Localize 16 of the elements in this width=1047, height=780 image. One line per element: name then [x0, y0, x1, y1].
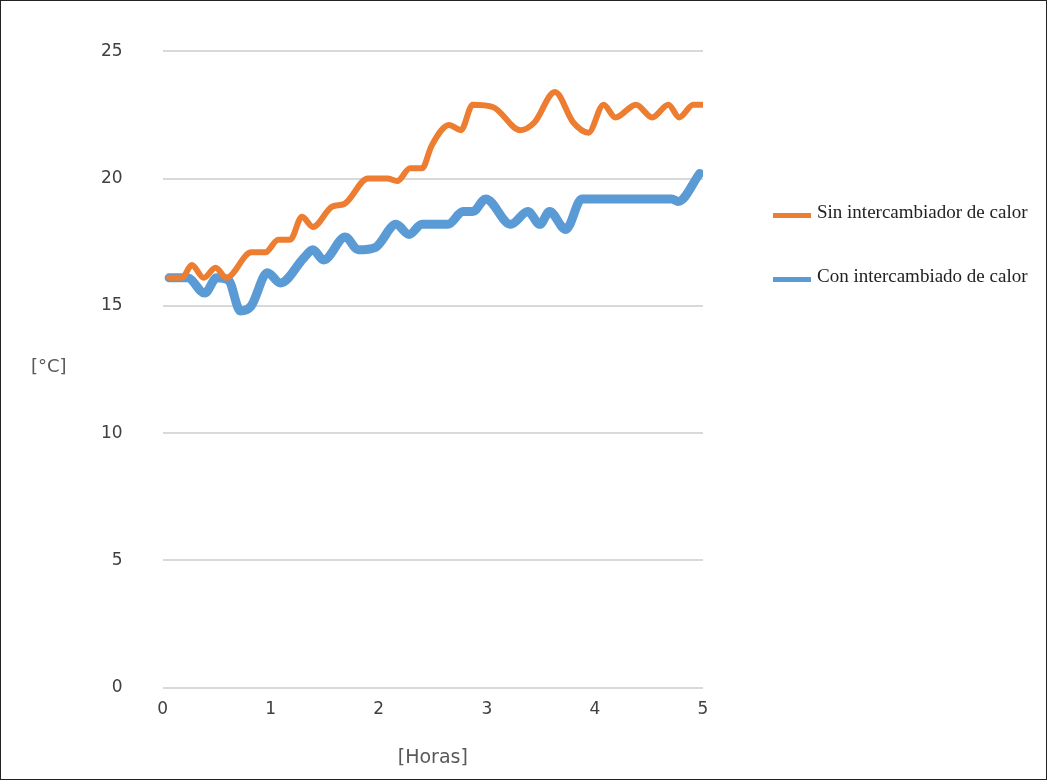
legend-label: Sin intercambiador de calor	[817, 201, 1028, 223]
x-tick-label: 4	[589, 698, 601, 719]
x-tick-label: 5	[697, 698, 709, 719]
y-axis-title: [°C]	[31, 355, 67, 376]
legend-label: Con intercambiado de calor	[817, 265, 1028, 287]
x-tick-label: 1	[265, 698, 277, 719]
x-tick-label: 0	[157, 698, 169, 719]
y-tick-label: 10	[100, 421, 123, 442]
y-tick-label: 5	[111, 548, 123, 569]
x-axis-title: [Horas]	[397, 744, 468, 767]
y-tick-label: 20	[100, 166, 123, 187]
y-tick-label: 15	[100, 294, 123, 315]
y-tick-label: 25	[100, 39, 123, 60]
y-tick-label: 0	[111, 676, 123, 697]
x-tick-label: 2	[373, 698, 385, 719]
x-tick-label: 3	[481, 698, 493, 719]
